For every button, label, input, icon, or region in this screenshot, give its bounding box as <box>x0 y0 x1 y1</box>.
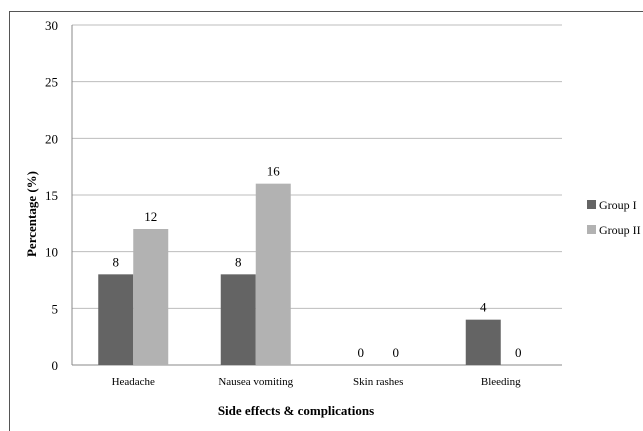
bars <box>98 183 501 365</box>
bar-group-i <box>220 274 256 365</box>
data-label: 4 <box>480 300 487 315</box>
y-tick-label: 10 <box>45 245 58 260</box>
data-label: 8 <box>113 254 120 269</box>
data-label: 0 <box>358 345 365 360</box>
x-category-label: Nausea vomiting <box>218 376 293 388</box>
y-tick-label: 0 <box>52 358 59 373</box>
data-labels: 8 12 8 16 0 0 4 0 <box>113 164 522 360</box>
bar-group-ii <box>133 229 169 365</box>
data-label: 0 <box>393 345 400 360</box>
data-label: 0 <box>515 345 522 360</box>
data-label: 8 <box>235 254 242 269</box>
x-category-label: Skin rashes <box>353 376 403 388</box>
legend-label: Group II <box>599 223 641 237</box>
x-axis-categories: Headache Nausea vomiting Skin rashes Bleedi… <box>112 376 522 388</box>
data-label: 12 <box>144 209 157 224</box>
bar-group-i <box>465 319 501 365</box>
x-axis-title: Side effects & complications <box>218 403 374 418</box>
legend-swatch <box>587 200 596 209</box>
x-category-label: Headache <box>112 376 155 388</box>
legend-label: Group I <box>599 198 637 212</box>
x-category-label: Bleeding <box>481 376 521 388</box>
data-label: 16 <box>267 164 281 179</box>
bar-group-ii <box>255 183 291 365</box>
chart-frame <box>9 11 643 431</box>
legend-swatch <box>587 225 596 234</box>
y-tick-label: 30 <box>45 18 58 33</box>
y-tick-label: 15 <box>45 188 58 203</box>
y-axis-ticks: 0 5 10 15 20 25 30 <box>45 18 58 373</box>
y-tick-label: 25 <box>45 75 58 90</box>
y-tick-label: 5 <box>52 301 59 316</box>
legend: Group I Group II <box>587 198 641 237</box>
y-axis-title: Percentage (%) <box>24 171 39 257</box>
y-tick-label: 20 <box>45 131 58 146</box>
gridlines <box>71 24 562 366</box>
bar-group-i <box>98 274 134 365</box>
